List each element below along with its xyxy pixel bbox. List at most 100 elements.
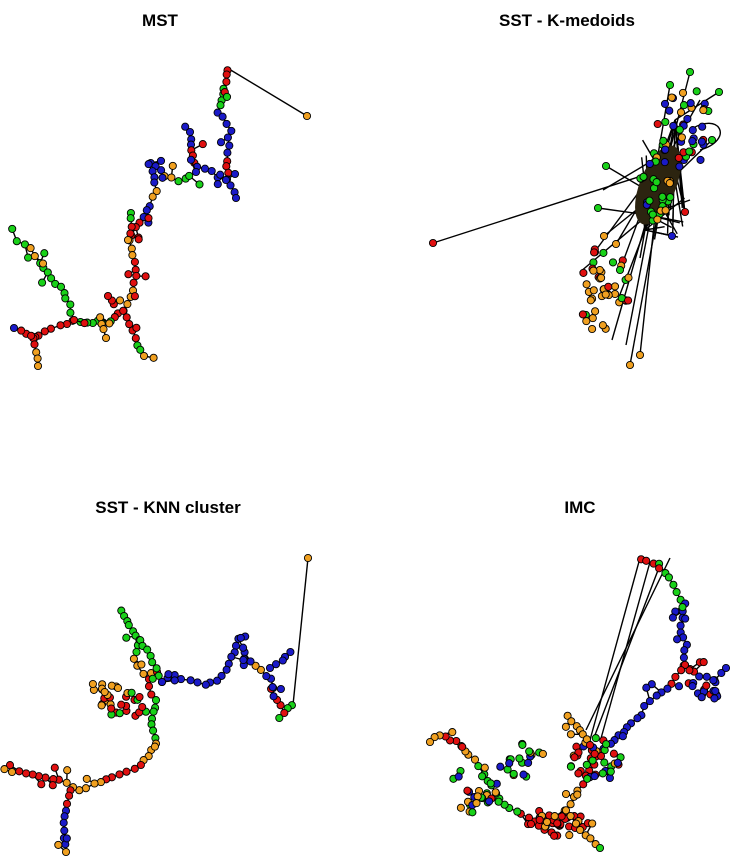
node-green: [478, 772, 487, 781]
node-green: [143, 645, 152, 654]
node-red: [138, 702, 147, 712]
node-blue: [681, 614, 690, 623]
node-green: [692, 87, 701, 96]
node-red: [224, 168, 233, 177]
node-orange: [30, 252, 39, 261]
node-blue: [618, 732, 627, 741]
node-green: [513, 807, 522, 816]
node-blue: [144, 160, 153, 169]
node-orange: [611, 239, 621, 249]
node-green: [494, 797, 503, 806]
node-orange: [653, 215, 662, 224]
node-orange: [678, 88, 688, 97]
node-orange: [26, 244, 35, 253]
node-green: [566, 762, 575, 771]
node-blue: [697, 693, 706, 702]
node-red: [30, 340, 39, 349]
node-green: [602, 740, 611, 749]
node-orange: [129, 654, 138, 663]
node-orange: [598, 321, 607, 330]
node-red: [550, 831, 559, 840]
node-red: [134, 235, 143, 244]
node-blue: [454, 772, 463, 781]
node-red: [574, 769, 583, 778]
node-red: [15, 767, 24, 776]
outlier-edge: [228, 68, 308, 117]
node-orange: [149, 353, 158, 362]
node-red: [17, 326, 26, 335]
node-orange: [586, 834, 595, 843]
node-red: [428, 238, 438, 248]
node-orange: [565, 831, 574, 840]
node-red: [117, 700, 126, 709]
node-orange: [597, 273, 606, 282]
node-green: [38, 278, 47, 287]
node-green: [195, 180, 204, 189]
node-orange: [100, 687, 109, 697]
node-orange: [303, 553, 313, 563]
node-red: [642, 556, 651, 565]
node-orange: [90, 779, 99, 788]
node-orange: [591, 307, 600, 316]
node-orange: [566, 811, 575, 821]
node-green: [669, 580, 678, 589]
node-red: [590, 248, 599, 257]
node-red: [80, 319, 89, 328]
node-orange: [563, 711, 572, 720]
node-blue: [663, 684, 672, 693]
node-green: [486, 779, 495, 788]
node-red: [119, 306, 128, 315]
node-red: [680, 660, 690, 669]
node-orange: [139, 351, 149, 361]
node-red: [132, 271, 141, 280]
node-blue: [642, 683, 651, 692]
node-blue: [680, 646, 689, 655]
node-orange: [480, 763, 489, 772]
node-green: [615, 265, 625, 275]
node-green: [151, 696, 161, 705]
node-red: [48, 781, 57, 790]
node-red: [107, 704, 116, 713]
node-blue: [688, 126, 697, 135]
node-orange: [123, 300, 132, 309]
node-red: [124, 270, 133, 279]
node-green: [591, 734, 600, 743]
hub-edge: [644, 226, 665, 231]
node-blue: [223, 148, 232, 157]
node-green: [658, 192, 667, 201]
node-blue: [633, 714, 642, 723]
node-blue: [645, 159, 654, 168]
node-orange: [456, 803, 465, 812]
node-red: [125, 320, 134, 329]
panel-graph-sst-kmedoids: [428, 67, 724, 370]
node-orange: [473, 792, 482, 801]
node-blue: [265, 663, 275, 673]
node-blue: [660, 158, 669, 167]
node-green: [608, 258, 618, 267]
node-green: [601, 161, 611, 171]
node-green: [136, 345, 145, 354]
node-blue: [222, 665, 231, 674]
node-green: [124, 621, 133, 630]
node-blue: [661, 145, 670, 154]
node-red: [65, 791, 74, 800]
node-blue: [216, 170, 225, 179]
node-blue: [660, 99, 670, 108]
panel-graph-imc: [425, 555, 730, 853]
node-green: [222, 92, 232, 101]
node-orange: [97, 701, 106, 710]
node-green: [707, 135, 717, 145]
node-green: [645, 196, 654, 205]
node-blue: [239, 643, 248, 652]
node-blue: [156, 156, 166, 165]
node-blue: [278, 656, 287, 665]
node-orange: [588, 819, 597, 828]
node-green: [149, 726, 158, 735]
node-orange: [251, 661, 260, 670]
node-green: [679, 101, 689, 110]
node-orange: [152, 187, 161, 196]
panel-title-sst-knn: SST - KNN cluster: [95, 498, 241, 517]
node-blue: [142, 206, 151, 215]
node-red: [702, 681, 711, 690]
